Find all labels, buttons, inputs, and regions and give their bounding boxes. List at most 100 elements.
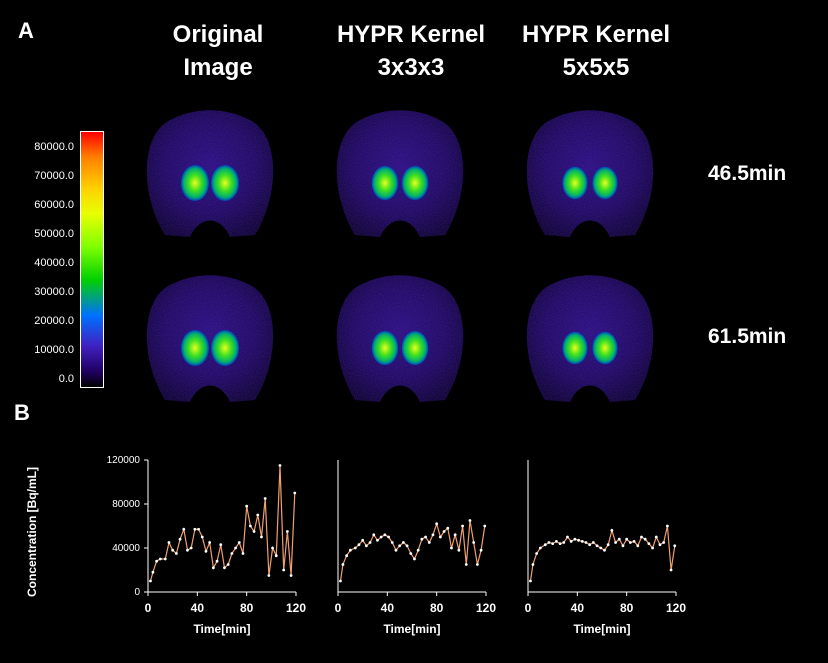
x-tick-label: 0 bbox=[335, 601, 342, 615]
data-point bbox=[282, 568, 286, 572]
striatum-right bbox=[592, 166, 618, 200]
brain-texture bbox=[526, 110, 654, 237]
data-point bbox=[442, 530, 446, 533]
data-point bbox=[204, 549, 208, 553]
tac-chart: 0 40 80 120 Time[min] bbox=[335, 460, 496, 636]
striatum-right bbox=[592, 331, 618, 365]
data-point bbox=[155, 559, 159, 563]
data-point bbox=[151, 570, 155, 574]
brain-texture bbox=[336, 275, 464, 402]
data-point bbox=[457, 548, 461, 552]
data-point bbox=[538, 546, 542, 550]
x-tick-label: 40 bbox=[191, 601, 205, 615]
data-point bbox=[405, 544, 409, 548]
data-point bbox=[211, 566, 215, 570]
data-point bbox=[186, 548, 189, 552]
data-point bbox=[271, 546, 274, 550]
pet-image-grid bbox=[146, 110, 654, 402]
data-point bbox=[591, 541, 595, 544]
data-point bbox=[241, 552, 245, 555]
x-tick-label: 120 bbox=[476, 601, 496, 615]
data-point bbox=[569, 540, 573, 543]
pet-brain-slice bbox=[526, 110, 654, 237]
data-point bbox=[234, 546, 237, 550]
x-axis-label: Time[min] bbox=[573, 622, 630, 636]
colorbar-tick: 20000.0 bbox=[34, 315, 74, 327]
striatum-right bbox=[401, 165, 429, 201]
data-point bbox=[584, 541, 588, 544]
data-point bbox=[163, 557, 167, 561]
colorbar-tick: 0.0 bbox=[58, 373, 74, 385]
row-label-time-1: 46.5min bbox=[708, 162, 787, 185]
data-point bbox=[573, 537, 577, 541]
data-point bbox=[387, 535, 390, 539]
data-point bbox=[230, 552, 234, 555]
data-point bbox=[621, 544, 625, 548]
pet-brain-slice bbox=[336, 275, 464, 402]
data-point bbox=[357, 543, 361, 547]
data-point bbox=[535, 552, 539, 555]
y-tick-label: 120000 bbox=[107, 455, 141, 466]
data-point bbox=[348, 548, 352, 552]
data-point bbox=[464, 563, 468, 566]
data-point bbox=[345, 554, 349, 558]
data-point bbox=[274, 554, 278, 558]
data-point bbox=[658, 543, 662, 547]
column-title-line2: 3x3x3 bbox=[377, 54, 445, 81]
data-point bbox=[446, 526, 450, 530]
column-title-line1: Original bbox=[172, 21, 264, 48]
striatum-right bbox=[211, 165, 239, 201]
data-point bbox=[420, 537, 424, 541]
data-point bbox=[413, 557, 416, 561]
data-point bbox=[237, 541, 241, 544]
data-point bbox=[431, 533, 435, 537]
data-point bbox=[189, 546, 193, 550]
column-title-hypr3: HYPR Kernel 3x3x3 bbox=[326, 18, 496, 84]
data-point bbox=[475, 563, 479, 566]
data-point bbox=[483, 524, 487, 528]
pet-brain-slice bbox=[526, 275, 654, 402]
data-point bbox=[450, 546, 453, 550]
data-point bbox=[643, 537, 647, 541]
data-point bbox=[427, 541, 431, 544]
data-point bbox=[285, 530, 289, 533]
data-point bbox=[628, 541, 632, 544]
data-point bbox=[479, 548, 483, 552]
data-point bbox=[293, 491, 297, 495]
panel-b-label: B bbox=[14, 400, 30, 425]
data-point bbox=[566, 535, 569, 539]
data-point bbox=[554, 540, 558, 543]
data-point bbox=[647, 542, 651, 545]
data-point bbox=[424, 535, 427, 539]
data-point bbox=[256, 513, 260, 517]
data-point bbox=[149, 579, 152, 583]
data-point bbox=[252, 530, 256, 533]
data-point bbox=[461, 524, 464, 528]
panel-a-label: A bbox=[18, 18, 34, 43]
colorbar-tick: 10000.0 bbox=[34, 344, 74, 356]
data-point bbox=[208, 541, 212, 544]
brain-texture bbox=[146, 275, 274, 402]
data-point bbox=[617, 537, 621, 541]
data-point bbox=[588, 543, 592, 547]
data-point bbox=[665, 524, 669, 528]
data-point bbox=[174, 552, 178, 555]
series-line bbox=[149, 465, 296, 582]
data-point bbox=[215, 559, 219, 563]
data-point bbox=[339, 579, 342, 583]
data-point bbox=[372, 533, 376, 537]
data-point bbox=[606, 543, 610, 547]
x-axis-label: Time[min] bbox=[193, 622, 250, 636]
data-point bbox=[368, 541, 372, 544]
data-point bbox=[248, 524, 252, 528]
brain-texture bbox=[146, 110, 274, 237]
striatum-left bbox=[371, 330, 399, 366]
data-point bbox=[529, 579, 532, 583]
data-point bbox=[632, 540, 636, 543]
x-axis-label: Time[min] bbox=[383, 622, 440, 636]
data-point bbox=[178, 537, 182, 541]
data-point bbox=[577, 538, 580, 542]
data-point bbox=[223, 566, 226, 570]
x-tick-label: 40 bbox=[381, 601, 395, 615]
colorbar-tick: 50000.0 bbox=[34, 228, 74, 240]
